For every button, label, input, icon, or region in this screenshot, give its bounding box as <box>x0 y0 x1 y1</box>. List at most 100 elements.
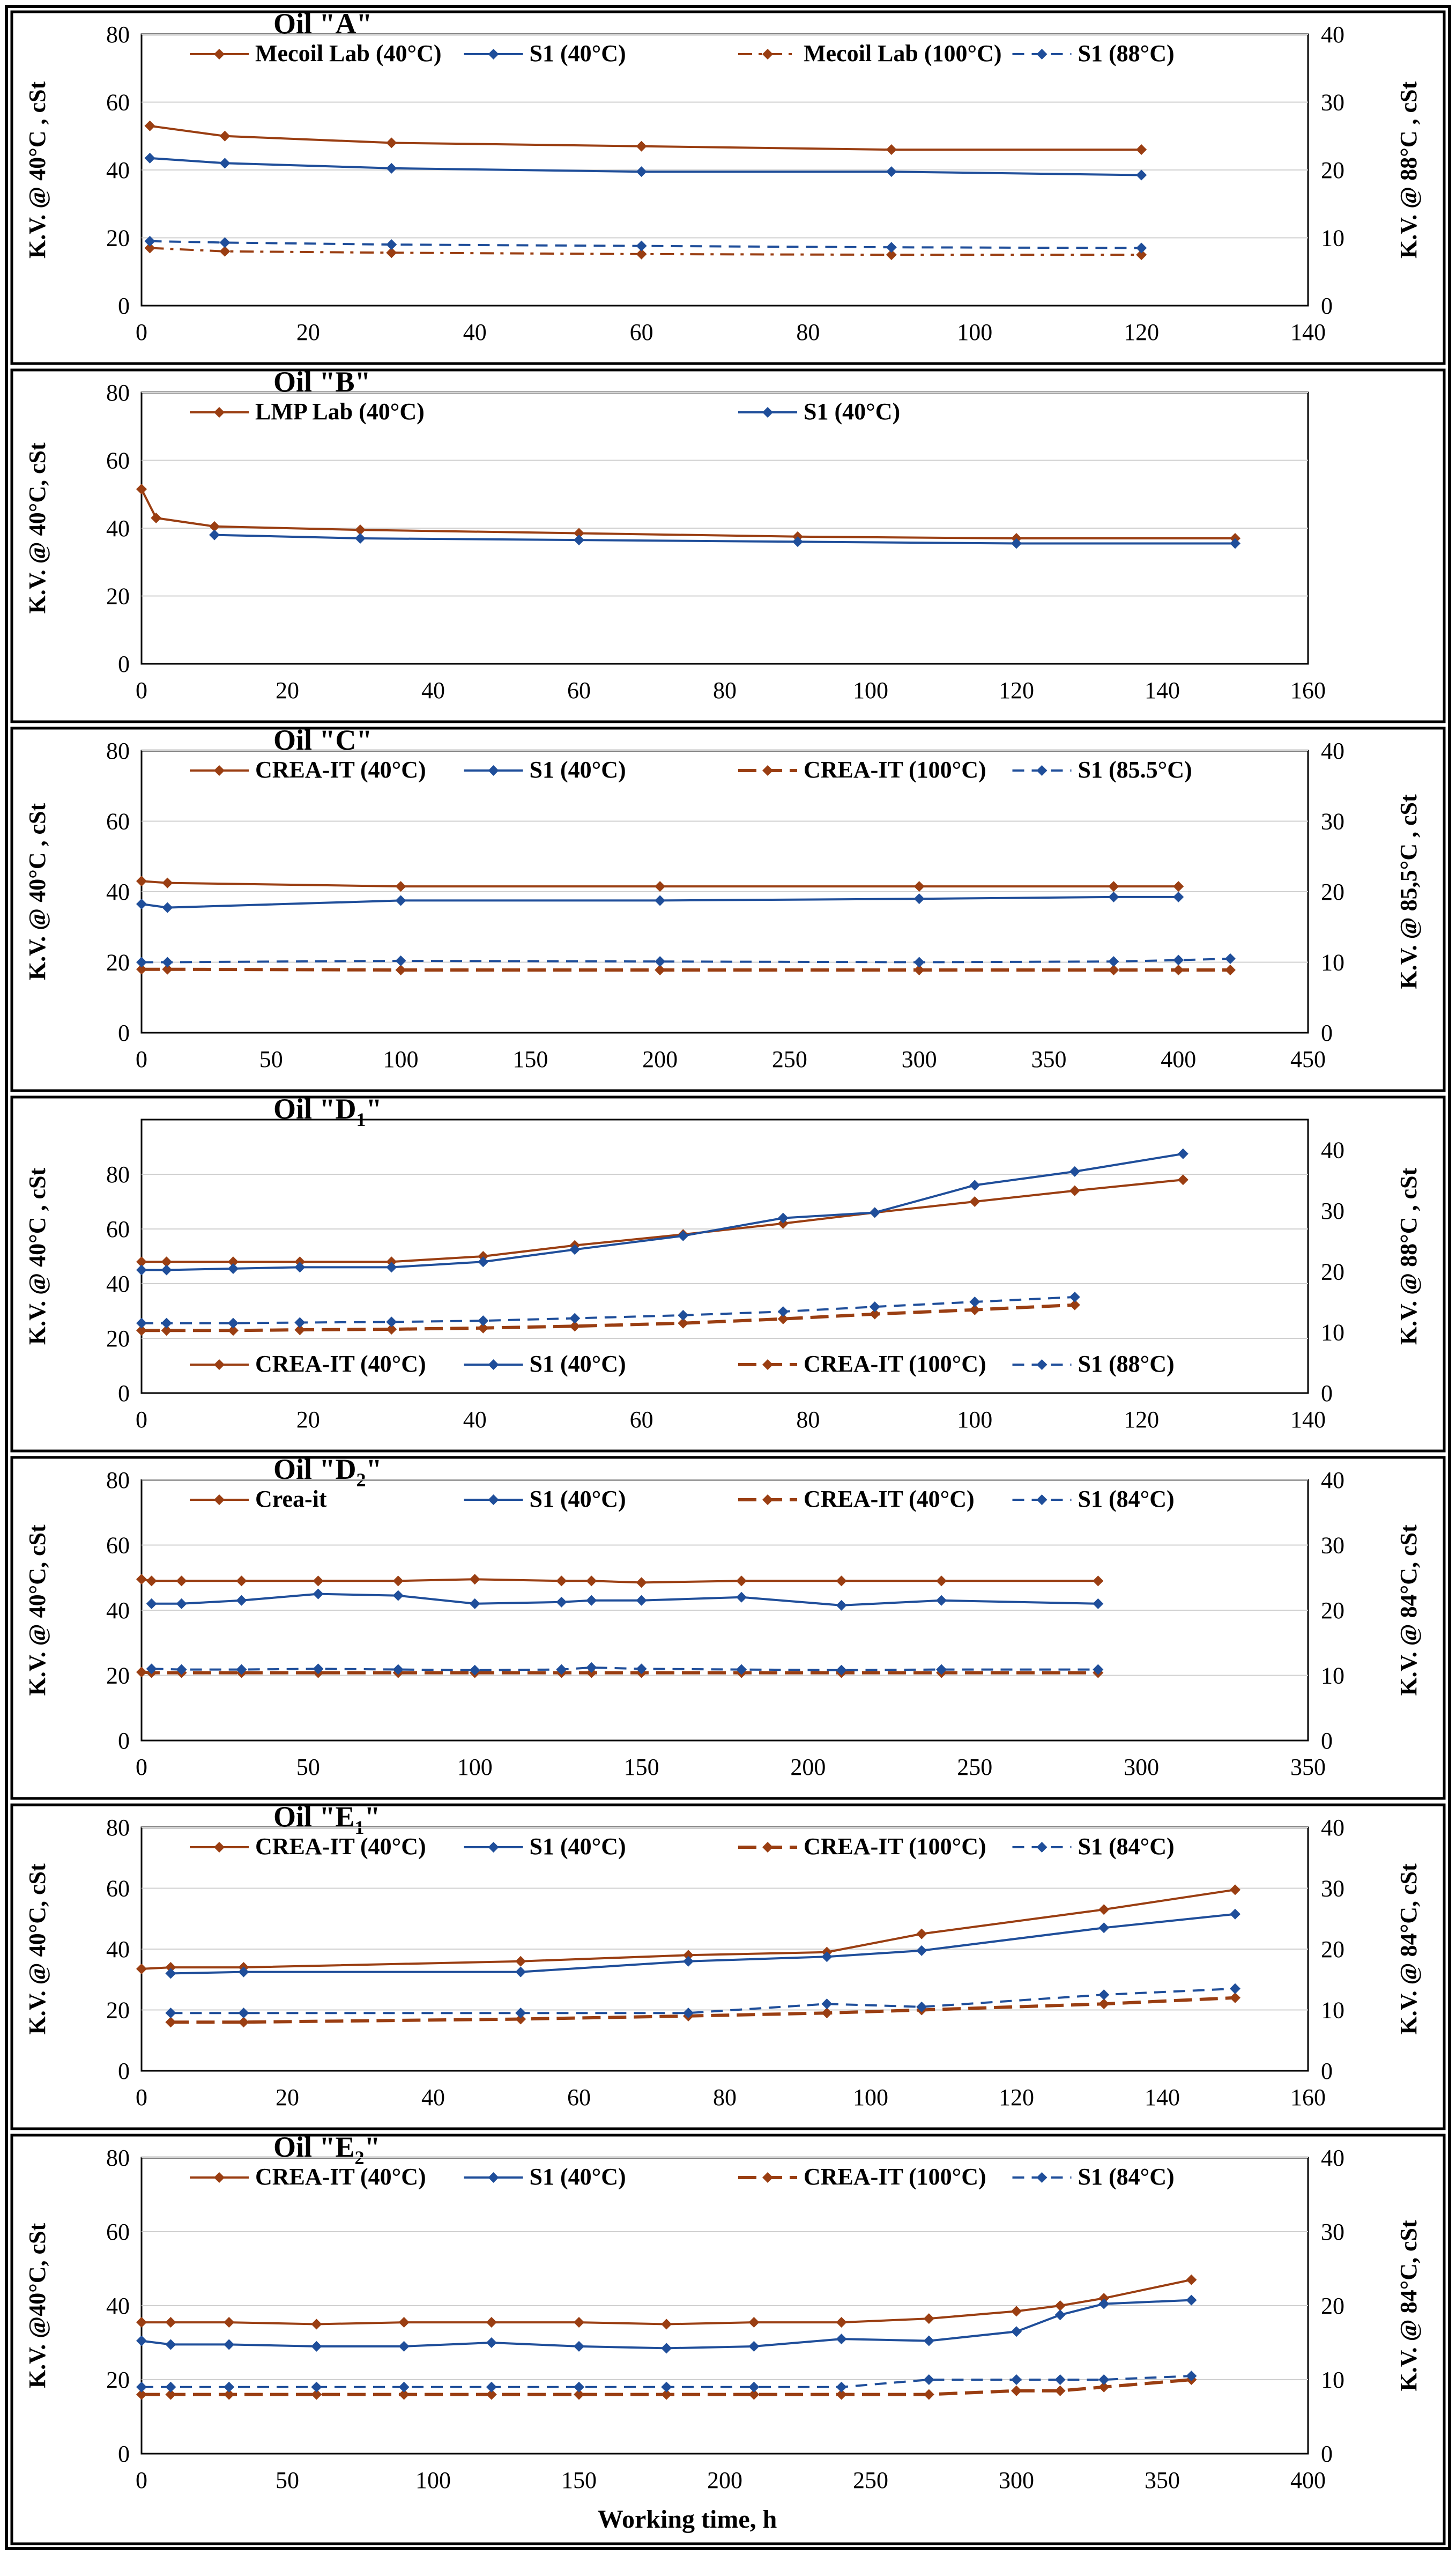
legend-swatch-marker <box>488 1494 499 1505</box>
data-point <box>136 1574 147 1585</box>
x-tick-label: 300 <box>902 1046 937 1072</box>
data-point <box>1173 881 1184 892</box>
data-point <box>469 1664 480 1676</box>
data-point <box>386 1256 397 1268</box>
data-point <box>1098 2293 1110 2304</box>
data-point <box>136 2381 147 2393</box>
y-tick-label: 80 <box>106 1161 130 1188</box>
y-tick-label: 80 <box>106 1815 130 1841</box>
data-point <box>736 1591 747 1603</box>
data-point <box>1230 1884 1240 1895</box>
legend-swatch-marker <box>1036 2172 1048 2183</box>
data-point <box>1108 956 1119 967</box>
y2-tick-label: 10 <box>1321 1320 1344 1346</box>
data-point <box>311 2389 322 2400</box>
data-point <box>916 1928 927 1939</box>
y-tick-label: 40 <box>106 879 130 905</box>
data-point <box>655 895 666 906</box>
data-point <box>311 2381 322 2393</box>
legend-label: S1 (40°C) <box>530 757 626 783</box>
x-tick-label: 60 <box>567 677 591 703</box>
data-point <box>136 2317 147 2328</box>
legend-label: CREA-IT (100°C) <box>804 2164 986 2190</box>
data-point <box>574 2317 584 2328</box>
data-point <box>515 1966 526 1978</box>
data-point <box>586 1662 597 1673</box>
y-tick-label: 20 <box>106 950 130 976</box>
legend-swatch-marker <box>214 49 225 60</box>
data-point <box>1186 2274 1197 2285</box>
data-point <box>478 1251 489 1262</box>
x-tick-label: 80 <box>796 319 820 345</box>
data-point <box>936 1595 947 1606</box>
chart-panel-6: Oil "E1" 0 20 40 60 80 0 10 20 30 40 0 20 40 60 80 100 12… <box>10 1801 1446 2130</box>
data-point <box>777 1313 789 1324</box>
y2-tick-label: 10 <box>1321 225 1344 251</box>
data-point <box>515 2013 526 2025</box>
x-axis-label: Working time, h <box>598 2505 777 2534</box>
x-tick-label: 160 <box>1290 2084 1326 2110</box>
data-point <box>574 2389 584 2400</box>
data-point <box>748 2389 760 2400</box>
data-point <box>836 1664 847 1676</box>
data-point <box>821 1951 833 1962</box>
legend-label: Crea-it <box>255 1486 327 1512</box>
x-tick-label: 100 <box>853 2084 888 2110</box>
data-point <box>836 2334 847 2345</box>
y2-axis-label: K.V. @ 84°C, cSt <box>1395 1863 1422 2035</box>
data-point <box>162 877 173 888</box>
data-point <box>1136 242 1147 254</box>
data-point <box>486 2389 497 2400</box>
data-point <box>209 529 220 540</box>
x-tick-label: 50 <box>259 1046 283 1072</box>
y2-tick-label: 20 <box>1321 2293 1344 2319</box>
series-line <box>140 488 1235 539</box>
data-point <box>636 140 647 152</box>
y-tick-label: 0 <box>118 2058 130 2084</box>
data-point <box>1098 2374 1110 2385</box>
y2-axis-label: K.V. @ 84°C, cSt <box>1395 2220 1422 2391</box>
x-tick-label: 0 <box>136 1406 147 1433</box>
data-point <box>146 1575 157 1587</box>
legend-label: S1 (88°C) <box>1078 1351 1175 1377</box>
legend-label: S1 (85.5°C) <box>1078 757 1192 783</box>
legend-label: S1 (40°C) <box>530 2164 626 2190</box>
legend-swatch-marker <box>488 49 499 60</box>
data-point <box>486 2337 497 2348</box>
legend-swatch-marker <box>1036 1842 1048 1853</box>
y2-tick-label: 30 <box>1321 90 1344 116</box>
data-point <box>392 1575 404 1587</box>
data-point <box>1011 2326 1022 2337</box>
data-point <box>219 130 231 142</box>
y2-tick-label: 20 <box>1321 157 1344 183</box>
data-point <box>836 2317 847 2328</box>
data-point <box>736 1575 747 1587</box>
plot-area <box>140 1119 1309 1394</box>
legend-swatch-marker <box>1036 1494 1048 1505</box>
data-point <box>136 1667 147 1678</box>
data-point <box>355 532 366 544</box>
data-point <box>1173 964 1184 975</box>
x-tick-label: 200 <box>707 2467 742 2493</box>
data-point <box>1098 1998 1110 2010</box>
panel-border <box>10 10 1446 365</box>
data-point <box>219 158 231 169</box>
y-tick-label: 60 <box>106 90 130 116</box>
panel-border <box>10 2134 1446 2545</box>
data-point <box>162 902 173 913</box>
y2-tick-label: 40 <box>1321 1467 1344 1493</box>
y2-tick-label: 0 <box>1321 1020 1333 1046</box>
data-point <box>886 242 897 253</box>
data-point <box>574 535 584 546</box>
y2-tick-label: 30 <box>1321 1198 1344 1224</box>
panel-border <box>10 1456 1446 1800</box>
y-axis-label: K.V. @ 40°C , cSt <box>24 82 50 259</box>
legend-swatch-marker <box>488 765 499 776</box>
data-point <box>395 895 406 906</box>
x-tick-label: 40 <box>463 319 487 345</box>
data-point <box>913 964 925 975</box>
legend-swatch-marker <box>214 1842 225 1853</box>
x-tick-label: 20 <box>296 1406 320 1433</box>
x-tick-label: 20 <box>276 677 299 703</box>
series-line <box>142 1295 1075 1324</box>
